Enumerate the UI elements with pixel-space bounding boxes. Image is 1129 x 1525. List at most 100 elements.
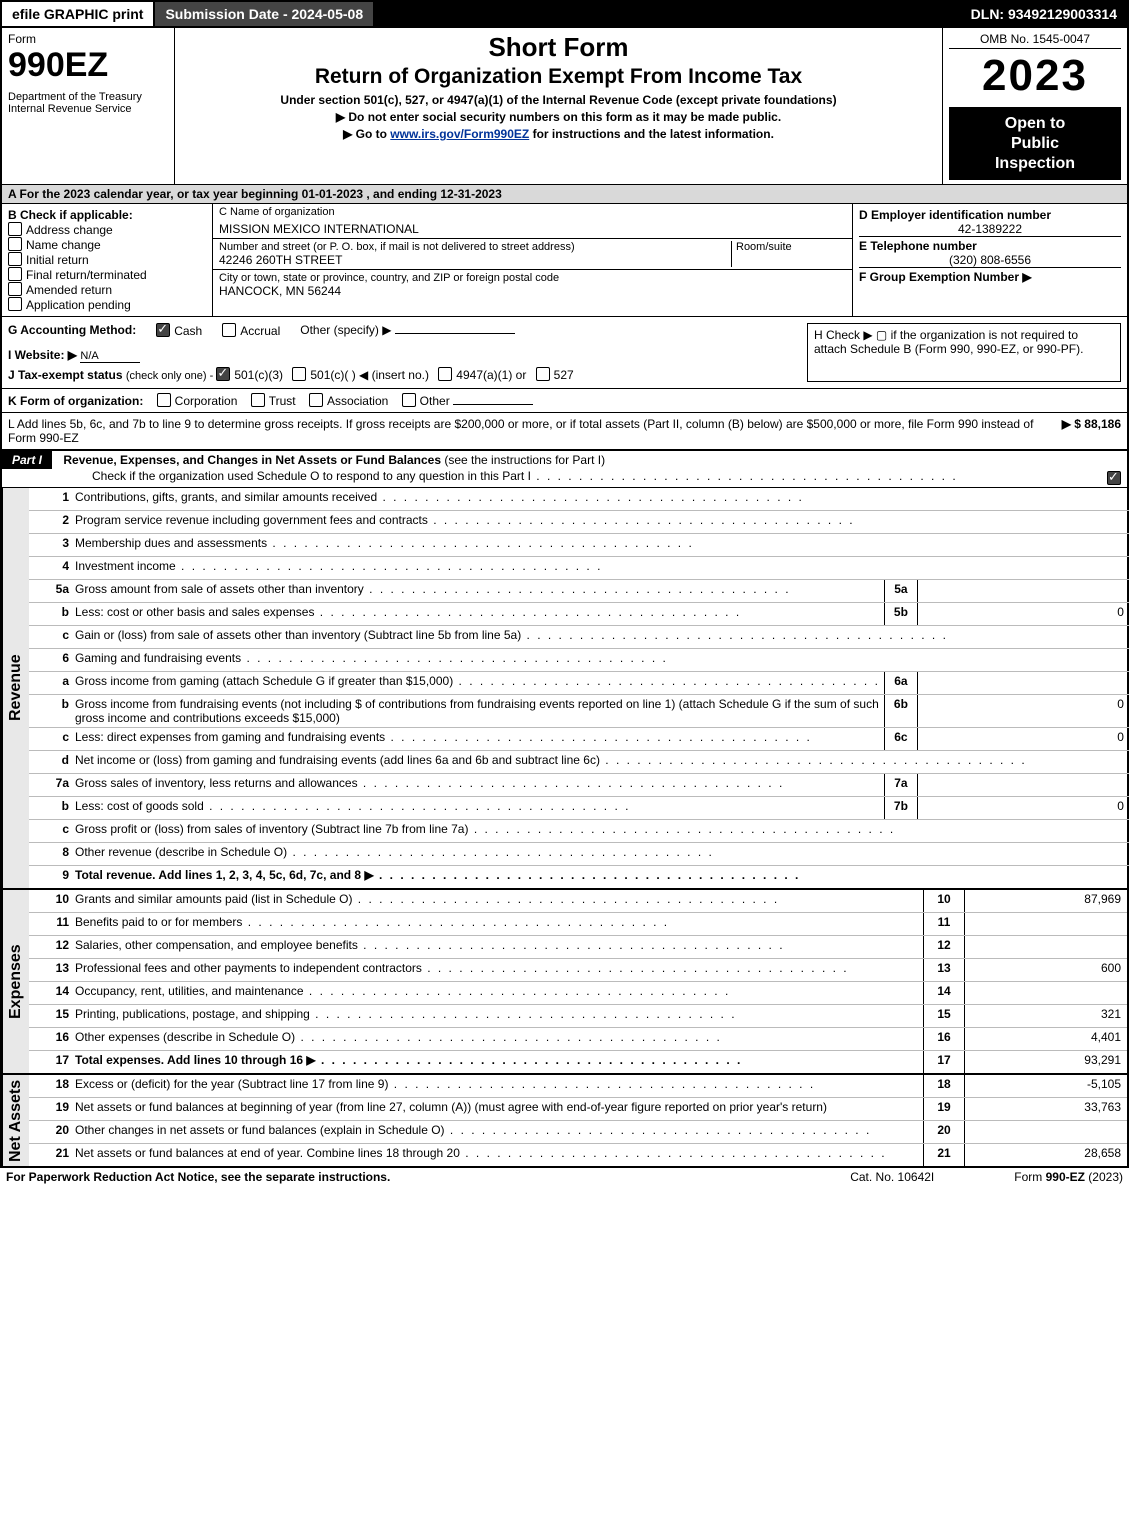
chk-527[interactable]: 527	[536, 368, 574, 382]
tax-year: 2023	[949, 49, 1121, 108]
chk-association[interactable]: Association	[309, 394, 388, 408]
chk-cash[interactable]: Cash	[156, 323, 202, 338]
line-row: aGross income from gaming (attach Schedu…	[29, 671, 1129, 694]
line-number: 16	[29, 1028, 73, 1050]
line-row: bLess: cost of goods sold7b0	[29, 796, 1129, 819]
accounting-method: G Accounting Method: Cash Accrual Other …	[8, 323, 787, 338]
line-box-label: 19	[923, 1098, 964, 1120]
chk-accrual[interactable]: Accrual	[222, 323, 280, 338]
mid-box-value: 0	[918, 728, 1129, 750]
line-description: Gain or (loss) from sale of assets other…	[73, 626, 1129, 648]
line-row: 18Excess or (deficit) for the year (Subt…	[29, 1075, 1127, 1097]
line-number: c	[29, 820, 73, 842]
submission-date-button[interactable]: Submission Date - 2024-05-08	[155, 2, 375, 26]
l-gross-receipts: L Add lines 5b, 6c, and 7b to line 9 to …	[2, 413, 1127, 451]
mid-box-label: 6c	[884, 728, 918, 750]
line-box-label: 15	[923, 1005, 964, 1027]
footer-left: For Paperwork Reduction Act Notice, see …	[6, 1170, 390, 1184]
line-box-label: 14	[923, 982, 964, 1004]
k-label: K Form of organization:	[8, 394, 143, 408]
line-number: 11	[29, 913, 73, 935]
chk-name-change[interactable]: Name change	[8, 237, 206, 252]
chk-501c[interactable]: 501(c)( ) ◀ (insert no.)	[292, 368, 429, 382]
line-number: 8	[29, 843, 73, 865]
line-number: 13	[29, 959, 73, 981]
line-number: 15	[29, 1005, 73, 1027]
line-row: bGross income from fundraising events (n…	[29, 694, 1129, 727]
expenses-body: 10Grants and similar amounts paid (list …	[29, 890, 1127, 1073]
l-amount: ▶ $ 88,186	[1052, 417, 1121, 445]
chk-amended-return[interactable]: Amended return	[8, 282, 206, 297]
line-box-label: 10	[923, 890, 964, 912]
part-i-label: Part I	[2, 451, 52, 469]
mid-box-value: 0	[918, 797, 1129, 819]
line-box-value: 28,658	[964, 1144, 1127, 1166]
goto-pre: ▶ Go to	[343, 127, 390, 141]
j-label: J Tax-exempt status	[8, 368, 123, 382]
line-box-value	[964, 982, 1127, 1004]
line-number: b	[29, 797, 73, 819]
line-row: 6Gaming and fundraising events	[29, 648, 1129, 671]
form-number: 990EZ	[8, 46, 168, 85]
dept-irs: Internal Revenue Service	[8, 103, 168, 115]
chk-corporation[interactable]: Corporation	[157, 394, 238, 408]
short-form-title: Short Form	[181, 32, 936, 63]
line-box-value	[964, 1121, 1127, 1143]
line-row: 9Total revenue. Add lines 1, 2, 3, 4, 5c…	[29, 865, 1129, 888]
line-box-label: 12	[923, 936, 964, 958]
line-description: Less: cost of goods sold	[73, 797, 884, 819]
line-description: Other changes in net assets or fund bala…	[73, 1121, 923, 1143]
line-row: 10Grants and similar amounts paid (list …	[29, 890, 1127, 912]
chk-application-pending[interactable]: Application pending	[8, 297, 206, 312]
mid-box-label: 5b	[884, 603, 918, 625]
chk-other-org[interactable]: Other	[402, 394, 533, 408]
line-row: 17Total expenses. Add lines 10 through 1…	[29, 1050, 1127, 1073]
k-form-of-organization: K Form of organization: Corporation Trus…	[2, 389, 1127, 413]
tax-exempt-row: J Tax-exempt status (check only one) - 5…	[8, 367, 787, 382]
line-row: 14Occupancy, rent, utilities, and mainte…	[29, 981, 1127, 1004]
line-box-value: 4,401	[964, 1028, 1127, 1050]
chk-501c3[interactable]: 501(c)(3)	[216, 368, 283, 382]
chk-schedule-o[interactable]	[1107, 471, 1121, 485]
line-number: 3	[29, 534, 73, 556]
line-row: dNet income or (loss) from gaming and fu…	[29, 750, 1129, 773]
city-value: HANCOCK, MN 56244	[219, 284, 846, 298]
line-row: 8Other revenue (describe in Schedule O)8	[29, 842, 1129, 865]
efile-print-button[interactable]: efile GRAPHIC print	[2, 2, 155, 26]
chk-4947[interactable]: 4947(a)(1) or	[438, 368, 526, 382]
chk-initial-return[interactable]: Initial return	[8, 252, 206, 267]
line-box-value	[964, 936, 1127, 958]
line-description: Membership dues and assessments	[73, 534, 1129, 556]
line-row: 13Professional fees and other payments t…	[29, 958, 1127, 981]
line-row: 3Membership dues and assessments3	[29, 533, 1129, 556]
line-row: 2Program service revenue including gover…	[29, 510, 1129, 533]
netassets-vlabel: Net Assets	[2, 1075, 29, 1166]
bcdef-row: B Check if applicable: Address change Na…	[2, 204, 1127, 317]
column-def: D Employer identification number 42-1389…	[853, 204, 1127, 316]
ssn-warning: ▶ Do not enter social security numbers o…	[181, 110, 936, 124]
top-bar: efile GRAPHIC print Submission Date - 20…	[0, 0, 1129, 28]
line-number: 2	[29, 511, 73, 533]
open-to-public-inspection: Open to Public Inspection	[949, 108, 1121, 180]
line-description: Less: direct expenses from gaming and fu…	[73, 728, 884, 750]
chk-address-change[interactable]: Address change	[8, 222, 206, 237]
telephone-label: E Telephone number	[859, 236, 1121, 253]
chk-other-method[interactable]: Other (specify) ▶	[300, 323, 515, 338]
i-label: I Website: ▶	[8, 348, 77, 362]
omb-number: OMB No. 1545-0047	[949, 32, 1121, 49]
line-description: Program service revenue including govern…	[73, 511, 1129, 533]
form-header: Form 990EZ Department of the Treasury In…	[2, 28, 1127, 185]
chk-final-return[interactable]: Final return/terminated	[8, 267, 206, 282]
column-b-checkboxes: B Check if applicable: Address change Na…	[2, 204, 213, 316]
line-row: 19Net assets or fund balances at beginni…	[29, 1097, 1127, 1120]
line-number: 12	[29, 936, 73, 958]
header-left: Form 990EZ Department of the Treasury In…	[2, 28, 175, 184]
under-section-note: Under section 501(c), 527, or 4947(a)(1)…	[181, 93, 936, 107]
line-description: Gross amount from sale of assets other t…	[73, 580, 884, 602]
dln-label: DLN: 93492129003314	[961, 2, 1127, 26]
line-number: 17	[29, 1051, 73, 1073]
part-i-check-row: Check if the organization used Schedule …	[2, 469, 1127, 485]
city-label: City or town, state or province, country…	[219, 272, 846, 284]
chk-trust[interactable]: Trust	[251, 394, 296, 408]
goto-link[interactable]: www.irs.gov/Form990EZ	[390, 127, 529, 141]
